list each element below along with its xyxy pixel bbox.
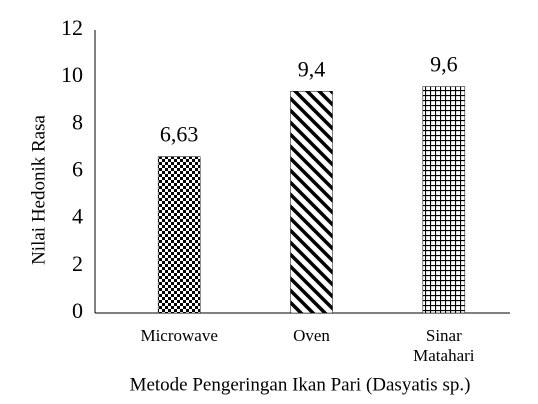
- value-label: 9,4: [298, 56, 326, 81]
- y-tick-label: 2: [72, 251, 83, 276]
- value-label: 6,63: [160, 122, 199, 147]
- y-tick-label: 12: [61, 15, 83, 40]
- x-tick-label: Sinar Matahari: [413, 326, 475, 365]
- y-tick-label: 8: [72, 109, 83, 134]
- y-tick-label: 0: [72, 298, 83, 323]
- bar: [290, 91, 333, 314]
- y-tick-label: 6: [72, 157, 83, 182]
- bar: [157, 156, 201, 314]
- y-tick-label: 4: [72, 204, 83, 229]
- x-tick-label: Microwave: [140, 326, 217, 345]
- y-tick-label: 10: [61, 62, 83, 87]
- x-axis-label: Metode Pengeringan Ikan Pari (Dasyatis s…: [130, 374, 471, 395]
- bar: [422, 86, 466, 314]
- y-axis-label: Nilai Hedonik Rasa: [28, 115, 49, 265]
- value-label: 9,6: [430, 52, 458, 77]
- x-tick-label: Oven: [293, 326, 330, 345]
